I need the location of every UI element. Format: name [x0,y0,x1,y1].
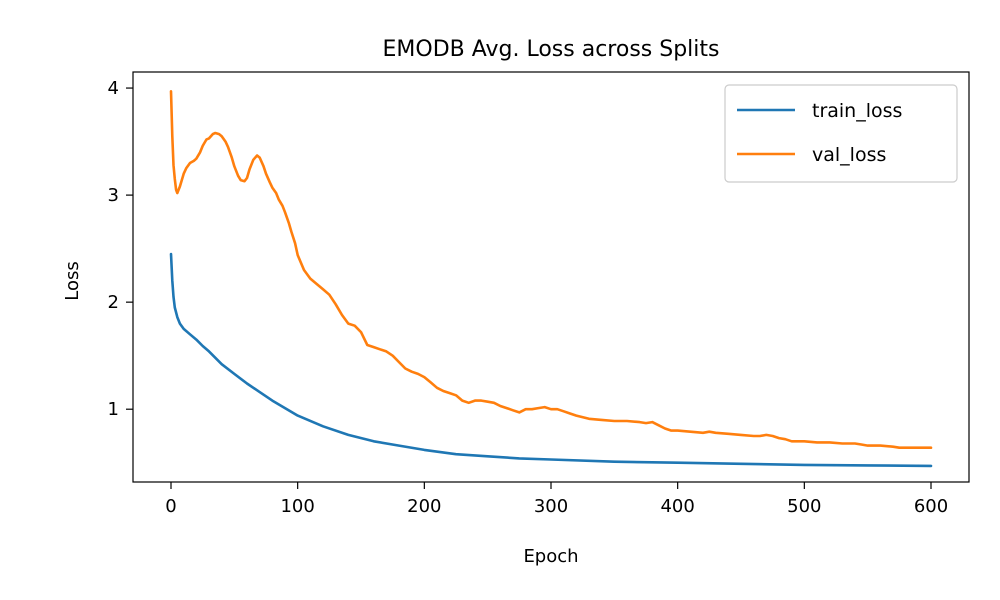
y-tick-label: 1 [108,399,119,420]
x-tick-label: 600 [914,496,948,517]
legend: train_loss val_loss [724,84,958,183]
y-tick-label: 4 [108,78,119,99]
series-line-train-loss [169,252,933,468]
x-tick-label: 100 [280,496,314,517]
legend-label: train_loss [812,100,902,122]
y-tick-label: 2 [108,292,119,313]
series-lines [169,90,933,468]
x-tick-label: 300 [534,496,568,517]
legend-label: val_loss [812,144,886,166]
y-axis-label: Loss [62,261,83,300]
x-axis-label: Epoch [523,546,578,567]
plot-area-frame [132,71,970,483]
x-tick-label: 200 [407,496,441,517]
axis-ticks: 0 100 200 300 400 500 600 1 2 3 4 [108,78,949,517]
series-line-val-loss [169,90,933,450]
x-tick-label: 500 [787,496,821,517]
x-tick-label: 400 [660,496,694,517]
x-tick-label: 0 [165,496,176,517]
chart-title: EMODB Avg. Loss across Splits [383,37,720,62]
y-tick-label: 3 [108,185,119,206]
